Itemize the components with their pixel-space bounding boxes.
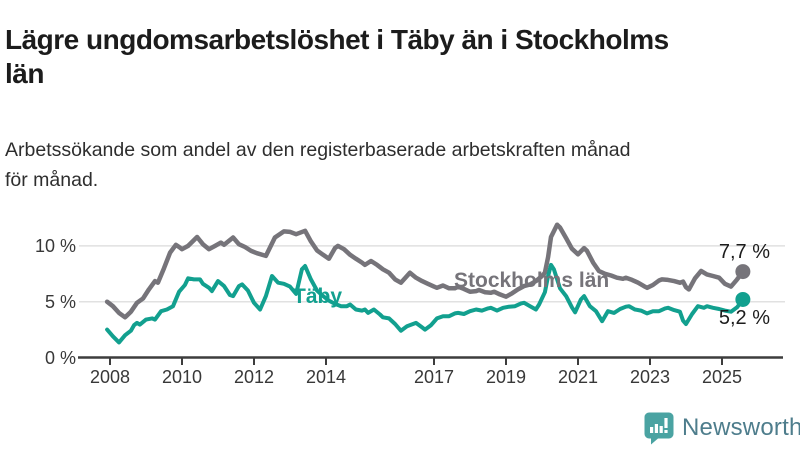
x-tick-label-2025: 2025: [701, 367, 743, 387]
x-tick-label-2019: 2019: [485, 367, 527, 387]
x-tick-label-2008: 2008: [89, 367, 131, 387]
page-subtitle: Arbetssökande som andel av den registerb…: [5, 138, 631, 191]
newsworthy-logo: Newsworthy: [644, 411, 800, 445]
x-tick-label-2021: 2021: [557, 367, 599, 387]
series-label-taby: Täby: [293, 285, 343, 308]
y-tick-label-5: 5 %: [44, 291, 76, 312]
series-label-stockholms-lan: Stockholms län: [454, 269, 610, 292]
series-end-dot-stockholms-lan: [735, 264, 751, 280]
bar-chart-speech-bubble-icon: [644, 412, 674, 444]
x-tick-label-2010: 2010: [161, 367, 203, 387]
x-tick-label-2017: 2017: [413, 367, 455, 387]
end-value-label-stockholms-lan: 7,7 %: [718, 241, 770, 263]
series-line-taby: [105, 262, 745, 345]
y-tick-label-10: 10 %: [34, 235, 76, 256]
end-value-label-taby: 5,2 %: [718, 307, 770, 329]
x-tick-label-2023: 2023: [629, 367, 671, 387]
page-title: Lägre ungdomsarbetslöshet i Täby än i St…: [5, 23, 669, 89]
series-line-stockholms-lan: [104, 222, 746, 320]
series-end-dot-taby: [735, 291, 751, 307]
x-tick-label-2012: 2012: [233, 367, 275, 387]
x-tick-label-2014: 2014: [305, 367, 347, 387]
y-tick-label-0: 0 %: [44, 347, 76, 368]
newsworthy-wordmark: Newsworthy: [682, 414, 800, 441]
